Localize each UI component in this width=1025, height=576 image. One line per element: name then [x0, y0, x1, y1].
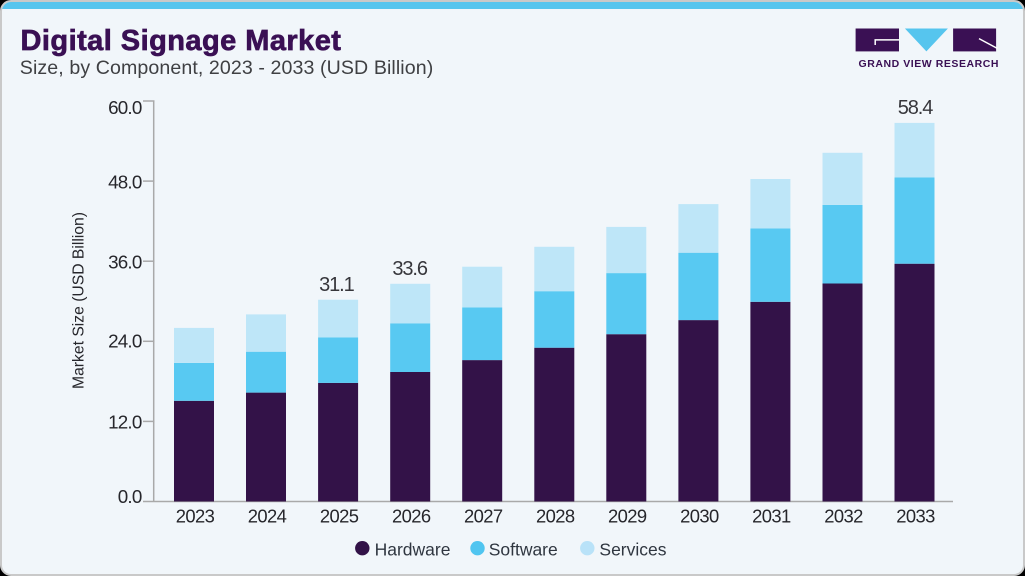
svg-text:33.6: 33.6	[392, 258, 428, 280]
svg-text:58.4: 58.4	[898, 97, 934, 119]
svg-text:0.0: 0.0	[118, 486, 142, 507]
svg-text:Hardware: Hardware	[375, 539, 451, 559]
svg-text:60.0: 60.0	[108, 97, 142, 118]
svg-text:2024: 2024	[248, 506, 287, 527]
svg-text:2030: 2030	[680, 506, 719, 527]
svg-text:2029: 2029	[608, 506, 647, 527]
svg-text:Services: Services	[599, 539, 666, 559]
svg-text:2032: 2032	[824, 506, 863, 527]
svg-text:36.0: 36.0	[108, 252, 142, 273]
svg-text:12.0: 12.0	[108, 411, 142, 432]
svg-text:2031: 2031	[752, 506, 791, 527]
svg-text:2028: 2028	[536, 506, 575, 527]
svg-text:2023: 2023	[176, 506, 215, 527]
svg-text:24.0: 24.0	[108, 331, 142, 352]
svg-text:2033: 2033	[896, 506, 935, 527]
svg-text:GRAND VIEW RESEARCH: GRAND VIEW RESEARCH	[859, 58, 1000, 70]
svg-text:Software: Software	[489, 539, 558, 559]
svg-text:48.0: 48.0	[108, 171, 142, 192]
svg-text:2027: 2027	[464, 506, 503, 527]
svg-text:2025: 2025	[320, 506, 359, 527]
svg-text:2026: 2026	[392, 506, 431, 527]
svg-text:31.1: 31.1	[319, 274, 355, 296]
svg-text:Market Size (USD Billion): Market Size (USD Billion)	[71, 212, 88, 389]
